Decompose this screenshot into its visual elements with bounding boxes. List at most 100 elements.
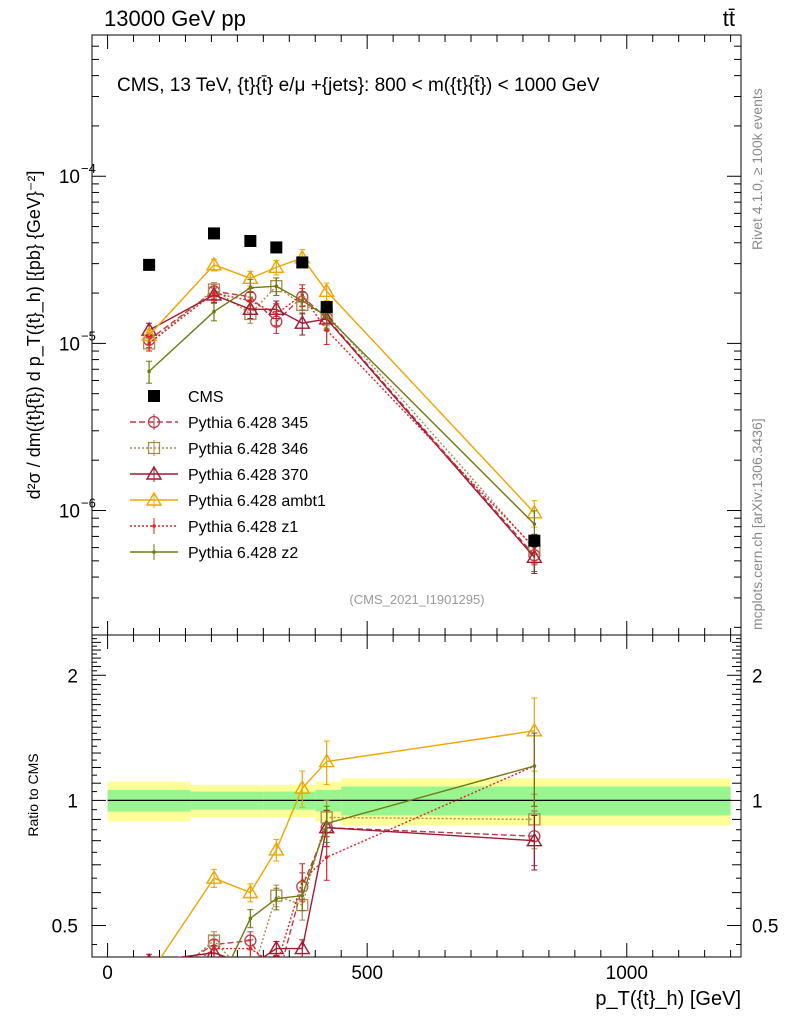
x-tick-label: 0 (102, 963, 113, 984)
ratio-point-ambt1 (142, 968, 156, 980)
energy-label: 13000 GeV pp (104, 6, 246, 31)
ratio-point-p346 (144, 990, 155, 1001)
ratio-point-p370 (206, 944, 222, 957)
main-point-z1 (212, 291, 216, 295)
main-point-z2 (147, 369, 151, 374)
legend-marker-p370 (145, 465, 163, 480)
legend-entry-z1: Pythia 6.428 z1 (130, 518, 298, 536)
legend-label-ambt1: Pythia 6.428 ambt1 (188, 493, 326, 510)
ratio-point-p345 (271, 979, 282, 990)
main-point-z1 (274, 312, 279, 316)
main-series-layer (140, 227, 543, 574)
legend-label-z2: Pythia 6.428 z2 (188, 545, 298, 562)
main-y-tick-label: 10 (59, 334, 80, 355)
mcplots-label: mcplots.cern.ch [arXiv:1306.3436] (749, 418, 765, 630)
main-y-tick-exponent: −5 (81, 328, 96, 343)
ratio-point-z2 (324, 821, 329, 826)
legend-entry-p345: Pythia 6.428 345 (130, 414, 308, 432)
legend-entry-CMS: CMS (148, 389, 224, 406)
ratio-point-ambt1 (318, 753, 335, 768)
legend-marker-z1 (152, 524, 156, 528)
ratio-y-tick-label-left: 0.5 (52, 917, 78, 938)
analysis-watermark: (CMS_2021_I1901295) (349, 592, 484, 607)
main-point-CMS (143, 258, 156, 271)
main-point-CMS (296, 256, 309, 269)
main-point-z1 (147, 341, 151, 346)
main-point-z2 (532, 522, 537, 526)
legend: CMS Pythia 6.428 345 Pythia 6.428 346 Pythi… (130, 389, 326, 562)
ratio-y-tick-label-left: 1 (67, 791, 78, 812)
main-y-tick-exponent: −6 (81, 496, 96, 511)
legend-marker-ambt1 (145, 491, 163, 506)
ratio-series-z1 (147, 732, 538, 997)
legend-entry-ambt1: Pythia 6.428 ambt1 (130, 491, 326, 510)
legend-label-CMS: CMS (188, 389, 224, 406)
main-point-z2 (300, 298, 305, 303)
ratio-point-z2 (274, 896, 279, 901)
main-axis-ticks: 10−610−510−4 (59, 34, 741, 635)
main-point-ambt1 (205, 256, 223, 271)
legend-marker-p345 (147, 415, 161, 429)
ratio-series-ambt1 (142, 697, 543, 980)
main-point-p370 (242, 300, 259, 315)
main-series-CMS (143, 227, 541, 548)
ratio-series-layer (142, 697, 543, 1001)
ratio-point-z1 (147, 993, 151, 997)
main-point-CMS (320, 301, 333, 314)
ratio-y-tick-label-right: 0.5 (752, 917, 778, 938)
ratio-panel-frame (91, 634, 742, 958)
ratio-point-z1 (275, 964, 279, 968)
legend-marker-p346 (147, 441, 161, 455)
ratio-axis-ticks: 0 500 1000 0.5 0.5 1 1 2 2 (52, 635, 778, 984)
ratio-line-p370 (176, 826, 535, 957)
legend-label-p370: Pythia 6.428 370 (188, 467, 308, 484)
ratio-point-ambt1 (268, 841, 285, 856)
main-point-p370 (294, 314, 311, 329)
main-point-ambt1 (268, 258, 285, 274)
ratio-point-z2 (248, 916, 253, 921)
main-point-z2 (248, 286, 253, 290)
ratio-line-ambt1 (160, 730, 535, 957)
ratio-point-p370 (526, 832, 543, 847)
legend-marker-z2 (152, 550, 156, 554)
legend-label-p345: Pythia 6.428 345 (188, 415, 308, 432)
ratio-line-p346 (193, 816, 535, 957)
ratio-point-p370 (268, 940, 285, 955)
main-y-tick-label: 10 (59, 502, 80, 523)
legend-entry-z2: Pythia 6.428 z2 (130, 544, 298, 562)
main-y-tick-exponent: −4 (81, 161, 96, 176)
x-tick-label: 500 (351, 963, 383, 984)
main-point-CMS (244, 234, 257, 247)
main-point-CMS (208, 227, 221, 240)
ratio-point-p345 (144, 979, 155, 990)
ratio-point-z1 (324, 855, 329, 860)
ratio-y-axis-label: Ratio to CMS (25, 753, 41, 836)
main-point-CMS (270, 241, 283, 254)
ratio-point-p346 (245, 974, 256, 985)
ratio-series-z2 (212, 732, 538, 997)
ratio-point-z1 (248, 946, 253, 951)
x-tick-label: 1000 (606, 963, 648, 984)
legend-entry-p370: Pythia 6.428 370 (130, 465, 308, 484)
main-point-z2 (324, 314, 329, 319)
legend-entry-p346: Pythia 6.428 346 (130, 440, 308, 458)
ratio-point-ambt1 (242, 884, 259, 899)
legend-marker-CMS (148, 390, 160, 402)
process-label: tt̄ (723, 6, 735, 31)
rivet-version-label: Rivet 4.1.0, ≥ 100k events (749, 88, 765, 250)
ratio-point-z2 (212, 993, 216, 997)
main-point-z1 (248, 298, 253, 303)
ratio-point-ambt1 (294, 779, 311, 794)
main-point-z1 (324, 328, 329, 332)
ratio-point-z2 (300, 893, 305, 898)
ratio-point-ambt1 (205, 869, 223, 884)
main-point-CMS (528, 534, 541, 547)
ratio-y-tick-label-right: 2 (752, 666, 763, 687)
ratio-point-p370 (294, 940, 311, 955)
main-y-axis-label: d²σ / dm({t}{t̄}) d p_T({t}_h) [{pb} {Ge… (24, 171, 45, 500)
plot-title: CMS, 13 TeV, {t}{t̄} e/μ +{jets}: 800 < … (117, 75, 600, 96)
legend-label-z1: Pythia 6.428 z1 (188, 519, 298, 536)
ratio-y-tick-label-right: 1 (752, 791, 763, 812)
main-point-z2 (274, 284, 279, 288)
